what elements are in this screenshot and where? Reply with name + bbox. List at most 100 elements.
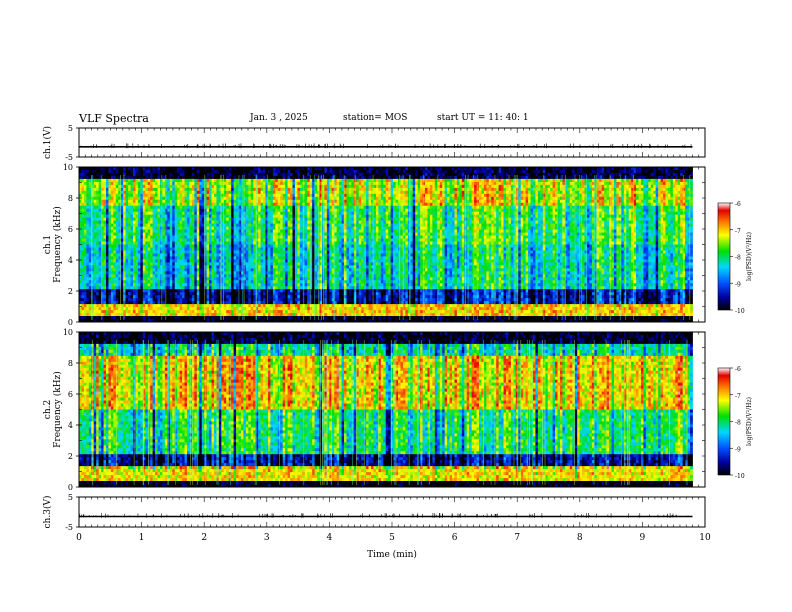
spectrogram-cell [665,190,669,195]
spectrogram-cell [128,208,131,213]
spectrogram-cell [594,205,598,210]
spectrogram-cell [542,172,546,177]
spectrogram-cell [334,214,338,219]
spectrogram-cell [400,190,404,195]
spectrogram-cell [358,181,362,186]
spectrogram-cell [405,190,409,195]
spectrogram-cell [348,184,352,189]
spectrogram-cell [147,181,151,186]
spectrogram-cell [108,196,112,201]
spectrogram-cell [263,187,266,192]
spectrogram-cell [633,208,637,213]
spectrogram-cell [685,217,688,222]
spectrogram-cell [152,169,156,174]
spectrogram-cell [677,167,681,171]
spectrogram-cell [331,172,335,177]
spectrogram-cell [628,193,632,198]
spectrogram-cell [201,190,205,195]
spectrogram-cell [81,220,85,225]
spectrogram-cell [488,220,492,225]
spectrogram-cell [682,214,686,219]
spectrogram-cell [584,220,588,225]
spectrogram-cell [481,184,485,189]
spectrogram-cell [221,175,225,180]
spectrogram-cell [91,181,95,186]
spectrogram-cell [375,178,379,183]
spectrogram-cell [420,208,423,213]
spectrogram-cell [503,190,507,195]
spectrogram-cell [417,202,421,207]
spectrogram-cell [530,220,534,225]
spectrogram-cell [520,202,524,207]
spectrogram-cell [326,187,330,192]
spectrogram-cell [429,220,433,225]
spectrogram-cell [645,199,649,204]
spectrogram-cell [589,187,593,192]
spectrogram-cell [115,196,119,201]
spectrogram-cell [378,175,382,180]
spectrogram-cell [86,184,90,189]
spectrogram-cell [452,178,455,183]
spectrogram-cell [211,167,215,171]
spectrogram-cell [216,220,220,225]
spectrogram-cell [456,169,460,174]
spectrogram-cell [685,199,688,204]
spectrogram-cell [562,214,566,219]
spectrogram-cell [182,184,185,189]
spectrogram-cell [344,220,347,225]
spectrogram-cell [162,181,166,186]
spectrogram-cell [393,193,396,198]
spectrogram-cell [452,190,455,195]
spectrogram-cell [427,205,431,210]
spectrogram-cell [167,178,171,183]
spectrogram-cell [81,190,85,195]
spectrogram-cell [172,202,176,207]
spectrogram-cell [582,211,585,216]
spectrogram-cell [400,184,404,189]
spectrogram-cell [677,202,681,207]
spectrogram-cell [194,169,198,174]
spectrogram-cell [579,205,583,210]
spectrogram-cell [395,193,399,198]
spectrogram-cell [601,214,605,219]
spectrogram-cell [680,167,684,171]
spectrogram-cell [236,190,239,195]
spectrogram-cell [142,205,146,210]
spectrogram-cell [218,202,222,207]
spectrogram-cell [243,181,247,186]
spectrogram-cell [442,167,446,171]
spectrogram-cell [91,202,95,207]
spectrogram-cell [191,223,195,228]
spectrogram-cell [606,220,610,225]
spectrogram-cell [272,211,276,216]
spectrogram-cell [162,220,166,225]
spectrogram-cell [623,187,627,192]
spectrogram-cell [314,208,318,213]
spectrogram-cell [501,167,504,171]
spectrogram-cell [648,211,652,216]
spectrogram-cell [574,184,578,189]
spectrogram-cell [425,175,428,180]
spectrogram-cell [613,208,617,213]
spectrogram-cell [481,187,485,192]
spectrogram-cell [314,199,318,204]
spectrogram-cell [275,214,279,219]
spectrogram-cell [339,175,342,180]
spectrogram-cell [299,172,303,177]
spectrogram-cell [400,178,404,183]
spectrogram-cell [582,187,585,192]
spectrogram-cell [437,190,441,195]
spectrogram-cell [383,193,387,198]
spectrogram-cell [240,199,244,204]
spectrogram-cell [238,187,242,192]
spectrogram-cell [559,199,563,204]
spectrogram-cell [184,205,188,210]
spectrogram-cell [572,193,576,198]
spectrogram-cell [172,220,176,225]
spectrogram-cell [378,208,382,213]
spectrogram-cell [636,190,639,195]
spectrogram-cell [204,211,207,216]
spectrogram-cell [240,211,244,216]
spectrogram-cell [125,187,129,192]
spectrogram-cell [579,220,583,225]
